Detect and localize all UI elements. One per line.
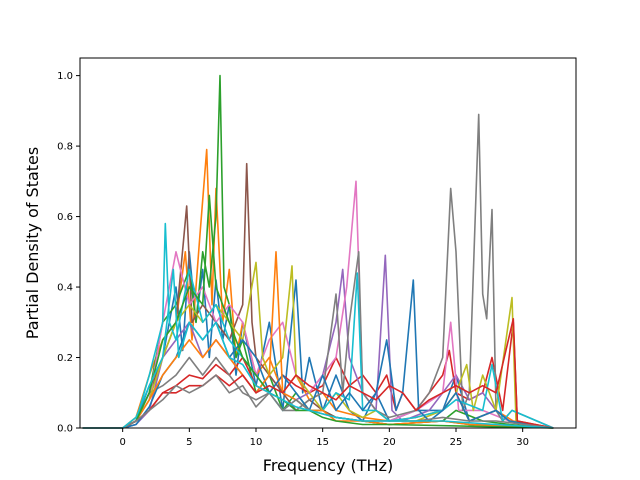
y-axis-title: Partial Density of States	[23, 147, 42, 339]
y-tick-label: 0.4	[57, 283, 73, 294]
plot-frame	[79, 57, 577, 429]
series-line-13	[82, 194, 554, 429]
x-tick-label: 20	[383, 437, 396, 448]
x-tick-label: 5	[186, 437, 192, 448]
x-tick-label: 10	[250, 437, 263, 448]
x-tick-label: 25	[450, 437, 463, 448]
y-tick-label: 0.6	[57, 212, 73, 223]
series-layer	[82, 74, 554, 429]
x-axis-title: Frequency (THz)	[263, 456, 393, 475]
series-line-9	[82, 261, 554, 429]
x-tick-label: 0	[119, 437, 125, 448]
series-line-16	[82, 268, 554, 429]
x-axis-ticks: 0 5 10 15 20 25 30	[119, 428, 529, 448]
x-tick-label: 15	[316, 437, 329, 448]
series-line-11	[82, 279, 554, 429]
series-line-14	[82, 317, 554, 429]
y-tick-label: 0.0	[57, 424, 73, 435]
series-line-8	[82, 113, 554, 429]
y-tick-label: 0.2	[57, 353, 73, 364]
x-tick-label: 30	[516, 437, 529, 448]
series-line-1	[82, 251, 554, 429]
y-axis-ticks: 0.0 0.2 0.4 0.6 0.8 1.0	[57, 71, 80, 435]
y-tick-label: 1.0	[57, 71, 73, 82]
y-tick-label: 0.8	[57, 142, 73, 153]
